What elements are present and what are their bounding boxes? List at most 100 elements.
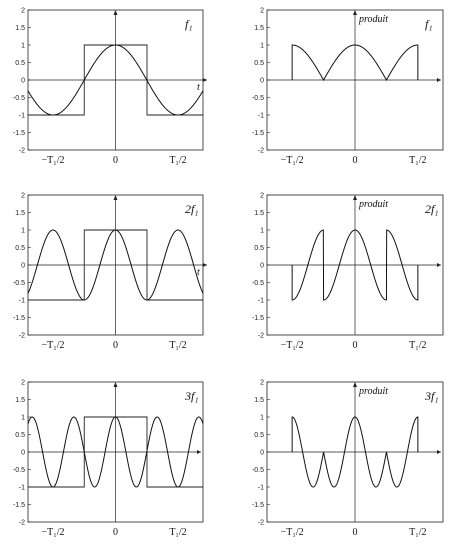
x-label-zero: 0 <box>113 340 118 351</box>
y-tick-label: -1.5 <box>13 315 25 322</box>
y-tick-label: 2 <box>21 192 25 199</box>
y-tick-label: 1.5 <box>15 25 25 32</box>
y-tick-label: 0 <box>260 77 264 84</box>
y-tick-label: -2 <box>258 519 264 526</box>
y-tick-label: 1.5 <box>254 210 264 217</box>
y-tick-label: -0.5 <box>13 95 25 102</box>
frequency-label: f₁ <box>425 17 433 31</box>
y-tick-label: 2 <box>260 7 264 14</box>
y-tick-label: 0 <box>21 262 25 269</box>
y-axis-arrow-icon <box>113 382 118 387</box>
x-label-minus-half-period: −T₁/2 <box>41 527 64 538</box>
x-label-half-period: T₁/2 <box>409 155 426 166</box>
chart-panel: 2 1.5 1 0.5 0 -0.5 -1 -1.5 -2 3f₁ produit −T₁/2 0 T₁/… <box>252 379 444 538</box>
chart-panel: 2 1.5 1 0.5 0 -0.5 -1 -1.5 -2 3f₁ −T₁/2 0 T₁/2 <box>13 379 204 538</box>
x-axis-arrow-icon <box>437 450 441 454</box>
y-tick-label: -1.5 <box>252 315 264 322</box>
y-axis-arrow-icon <box>353 195 357 200</box>
y-tick-label: -0.5 <box>252 467 264 474</box>
x-label-half-period: T₁/2 <box>169 527 186 538</box>
x-axis-arrow-icon <box>437 263 441 267</box>
y-tick-label: -1 <box>19 297 25 304</box>
frequency-label: 3f₁ <box>184 389 199 403</box>
y-tick-label: 1 <box>260 227 264 234</box>
y-tick-label: -2 <box>258 332 264 339</box>
chart-panel: 2 1.5 1 0.5 0 -0.5 -1 -1.5 -2 f₁ t −T₁/2 0 T₁/2 <box>13 7 207 166</box>
y-tick-label: 1 <box>21 227 25 234</box>
y-tick-label: -2 <box>19 519 25 526</box>
chart-panel: 2 1.5 1 0.5 0 -0.5 -1 -1.5 -2 f₁ produit −T₁/2 0 T₁/2 <box>252 7 444 166</box>
y-axis-arrow-icon <box>113 195 118 200</box>
x-axis-arrow-icon <box>203 263 207 267</box>
y-tick-label: 1 <box>260 42 264 49</box>
y-tick-label: 0.5 <box>254 245 264 252</box>
x-label-zero: 0 <box>353 155 358 166</box>
chart-panel: 2 1.5 1 0.5 0 -0.5 -1 -1.5 -2 2f₁ produit −T₁/2 0 T₁/… <box>252 192 444 351</box>
product-label: produit <box>358 386 388 397</box>
y-tick-label: 1 <box>260 414 264 421</box>
y-tick-label: 0 <box>260 449 264 456</box>
y-tick-label: 2 <box>21 7 25 14</box>
y-tick-label: -1.5 <box>252 502 264 509</box>
y-tick-label: 0.5 <box>254 432 264 439</box>
y-tick-label: -2 <box>19 332 25 339</box>
frequency-label: f₁ <box>185 17 193 31</box>
y-tick-label: -0.5 <box>252 95 264 102</box>
t-axis-label: t <box>197 82 200 93</box>
product-label: produit <box>358 199 388 210</box>
y-tick-label: 0.5 <box>15 245 25 252</box>
y-tick-label: 1.5 <box>15 210 25 217</box>
frequency-label: 2f₁ <box>425 202 439 216</box>
y-tick-label: 1 <box>21 414 25 421</box>
x-label-half-period: T₁/2 <box>169 155 186 166</box>
cosine-series <box>27 44 204 116</box>
y-axis-arrow-icon <box>113 10 118 15</box>
y-axis-arrow-icon <box>353 382 357 387</box>
x-axis-arrow-icon <box>197 450 201 454</box>
y-tick-label: -1 <box>258 297 264 304</box>
y-axis-arrow-icon <box>353 10 357 15</box>
x-label-minus-half-period: −T₁/2 <box>281 527 304 538</box>
x-label-minus-half-period: −T₁/2 <box>41 340 64 351</box>
y-tick-label: 2 <box>21 379 25 386</box>
cosine-series <box>27 416 204 488</box>
x-label-half-period: T₁/2 <box>169 340 186 351</box>
y-tick-label: 1.5 <box>15 397 25 404</box>
y-tick-label: -2 <box>258 147 264 154</box>
x-label-minus-half-period: −T₁/2 <box>281 340 304 351</box>
product-series <box>291 44 419 82</box>
x-label-zero: 0 <box>113 155 118 166</box>
y-tick-label: 1.5 <box>254 25 264 32</box>
x-label-minus-half-period: −T₁/2 <box>41 155 64 166</box>
y-tick-label: 0.5 <box>15 432 25 439</box>
y-tick-label: -0.5 <box>13 280 25 287</box>
y-tick-label: -2 <box>19 147 25 154</box>
y-tick-label: -1.5 <box>13 502 25 509</box>
y-tick-label: -0.5 <box>252 280 264 287</box>
y-tick-label: 0.5 <box>15 60 25 67</box>
x-label-half-period: T₁/2 <box>409 340 426 351</box>
y-tick-label: -1 <box>19 484 25 491</box>
y-tick-label: -1.5 <box>252 130 264 137</box>
y-tick-label: 0 <box>260 262 264 269</box>
x-label-zero: 0 <box>113 527 118 538</box>
x-label-zero: 0 <box>353 527 358 538</box>
y-tick-label: 1 <box>21 42 25 49</box>
y-tick-label: -1 <box>258 484 264 491</box>
y-tick-label: 1.5 <box>254 397 264 404</box>
product-label: produit <box>358 14 388 25</box>
y-tick-label: -0.5 <box>13 467 25 474</box>
y-tick-label: 0 <box>21 77 25 84</box>
x-label-zero: 0 <box>353 340 358 351</box>
y-tick-label: 2 <box>260 192 264 199</box>
frequency-label: 3f₁ <box>424 389 439 403</box>
x-axis-arrow-icon <box>203 78 207 82</box>
x-axis-arrow-icon <box>437 78 441 82</box>
y-tick-label: -1 <box>258 112 264 119</box>
y-tick-label: 0.5 <box>254 60 264 67</box>
y-tick-label: -1.5 <box>13 130 25 137</box>
x-label-half-period: T₁/2 <box>409 527 426 538</box>
chart-panel: 2 1.5 1 0.5 0 -0.5 -1 -1.5 -2 2f₁ t −T₁/2 0 T₁/2 <box>13 192 207 351</box>
product-series <box>291 229 419 301</box>
